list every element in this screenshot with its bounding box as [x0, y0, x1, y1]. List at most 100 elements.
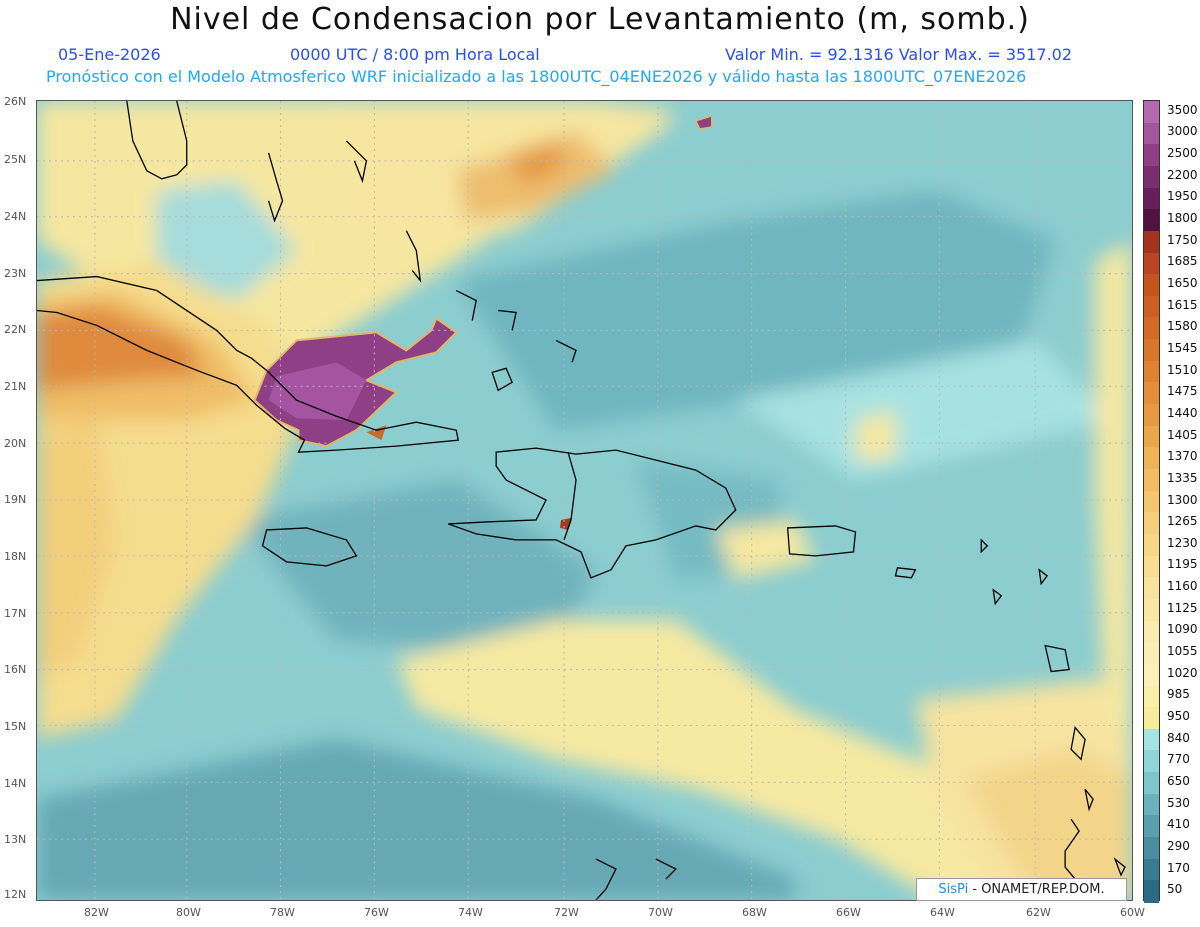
legend-swatch: [1144, 620, 1159, 643]
legend-swatch: [1144, 122, 1159, 145]
legend-swatch: [1144, 533, 1159, 557]
legend-swatch: [1144, 663, 1159, 687]
x-tick: 70W: [648, 906, 673, 919]
coastlines: [37, 101, 1126, 900]
legend-swatch: [1144, 685, 1159, 708]
credit-box: SisPi - ONAMET/REP.DOM.: [916, 878, 1127, 901]
legend-level: 1685: [1167, 254, 1198, 269]
legend-swatch: [1144, 772, 1159, 795]
y-tick: 13N: [4, 833, 27, 846]
legend-swatch: [1144, 317, 1159, 340]
legend-swatch: [1144, 577, 1159, 600]
legend-swatch: [1144, 858, 1159, 881]
legend-level: 1055: [1167, 644, 1198, 659]
x-tick: 82W: [84, 906, 109, 919]
legend-swatch: [1144, 447, 1159, 470]
legend-level: 1300: [1167, 492, 1198, 507]
y-tick: 17N: [4, 607, 27, 620]
map-title: Nivel de Condensacion por Levantamiento …: [170, 2, 1030, 37]
legend-level: 1195: [1167, 557, 1198, 572]
legend-swatch: [1144, 295, 1159, 319]
legend-swatch: [1144, 793, 1159, 816]
legend-level: 985: [1167, 687, 1190, 702]
x-tick: 62W: [1026, 906, 1051, 919]
x-tick: 60W: [1120, 906, 1145, 919]
legend-level: 1510: [1167, 362, 1198, 377]
legend-swatch: [1144, 750, 1159, 773]
x-tick: 72W: [554, 906, 579, 919]
lcl-field: [37, 101, 1132, 900]
legend-level: 1405: [1167, 427, 1198, 442]
legend-level: 1020: [1167, 665, 1198, 680]
legend-level: 1750: [1167, 232, 1198, 247]
forecast-info: Pronóstico con el Modelo Atmosferico WRF…: [46, 67, 1027, 86]
y-tick: 26N: [4, 95, 27, 108]
y-tick: 18N: [4, 550, 27, 563]
florida-coast: [126, 101, 188, 180]
legend-level: 1440: [1167, 405, 1198, 420]
legend-level: 1950: [1167, 189, 1198, 204]
x-tick: 68W: [742, 906, 767, 919]
legend-swatch: [1144, 360, 1159, 384]
sispi-logo: SisPi: [938, 882, 968, 897]
legend-swatch: [1144, 728, 1159, 752]
color-legend: [1143, 100, 1160, 903]
x-tick: 64W: [930, 906, 955, 919]
legend-level: 290: [1167, 838, 1190, 853]
minmax-label: Valor Min. = 92.1316 Valor Max. = 3517.0…: [725, 45, 1073, 64]
legend-swatch: [1144, 555, 1159, 578]
legend-level: 3000: [1167, 124, 1198, 139]
legend-level: 1650: [1167, 276, 1198, 290]
legend-swatch: [1144, 274, 1159, 297]
x-tick: 78W: [270, 906, 295, 919]
y-tick: 24N: [4, 210, 27, 223]
graticule: [37, 101, 1132, 900]
cuba-coast: [37, 275, 460, 453]
y-tick: 14N: [4, 777, 27, 790]
legend-level: 950: [1167, 708, 1190, 723]
legend-level: 1230: [1167, 535, 1198, 550]
legend-swatch: [1144, 252, 1159, 275]
legend-swatch: [1144, 469, 1159, 492]
legend-level: 1125: [1167, 600, 1198, 615]
legend-level: 1370: [1167, 449, 1198, 464]
time-label: 0000 UTC / 8:00 pm Hora Local: [290, 45, 540, 64]
legend-swatch: [1144, 490, 1159, 513]
legend-swatch: [1144, 512, 1159, 535]
legend-swatch: [1144, 642, 1159, 665]
legend-swatch: [1144, 837, 1159, 860]
legend-level: 1615: [1167, 297, 1198, 312]
legend-level: 1475: [1167, 384, 1198, 399]
legend-level: 3500: [1167, 102, 1198, 117]
y-tick: 21N: [4, 380, 27, 393]
legend-level: 770: [1167, 752, 1190, 767]
legend-swatch: [1144, 425, 1159, 448]
legend-level: 1090: [1167, 622, 1198, 637]
sispi-logo-text: SisPi: [938, 882, 969, 897]
date-label: 05-Ene-2026: [58, 45, 161, 64]
legend-swatch: [1144, 339, 1159, 362]
hispaniola-coast: [448, 447, 737, 579]
legend-swatch: [1144, 144, 1159, 167]
legend-level: 170: [1167, 860, 1190, 875]
legend-swatch: [1144, 230, 1159, 254]
y-tick: 19N: [4, 493, 27, 506]
legend-level: 2500: [1167, 146, 1198, 161]
legend-level: 650: [1167, 773, 1190, 788]
high-lcl-region: [253, 114, 713, 530]
puerto-rico-coast: [786, 525, 857, 557]
legend-level: 1545: [1167, 340, 1198, 355]
y-tick: 25N: [4, 153, 27, 166]
legend-level: 1160: [1167, 579, 1198, 594]
legend-swatch: [1144, 598, 1159, 622]
legend-level: 1580: [1167, 319, 1198, 334]
y-tick: 22N: [4, 323, 27, 336]
legend-swatch: [1144, 187, 1159, 210]
y-tick: 12N: [4, 888, 27, 901]
y-tick: 20N: [4, 437, 27, 450]
legend-level: 410: [1167, 817, 1190, 832]
y-tick: 15N: [4, 720, 27, 733]
legend-level: 50: [1167, 882, 1183, 897]
y-tick: 16N: [4, 663, 27, 676]
x-tick: 74W: [458, 906, 483, 919]
